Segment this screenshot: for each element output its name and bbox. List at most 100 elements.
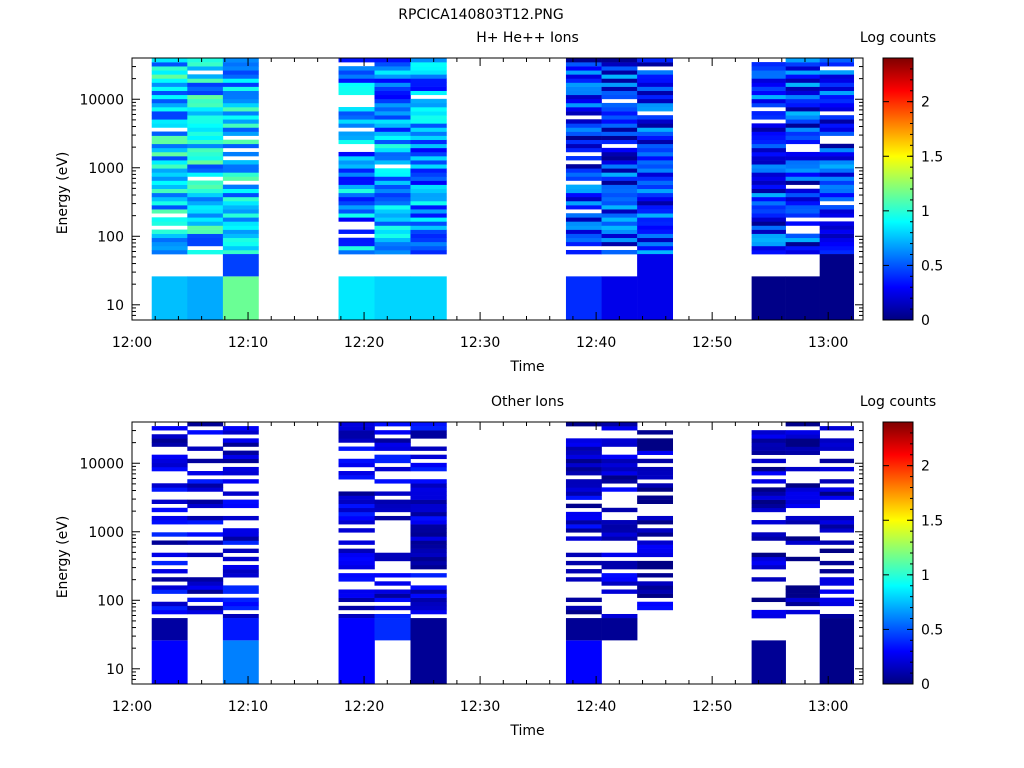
heatmap-cell — [565, 221, 602, 226]
heatmap-cell — [151, 86, 188, 91]
heatmap-cell — [151, 58, 188, 63]
heatmap-cell — [222, 160, 259, 165]
heatmap-cell — [338, 74, 375, 79]
heatmap-cell — [374, 221, 411, 226]
x-tick-label: 12:00 — [112, 335, 152, 351]
heatmap-cell — [819, 192, 855, 198]
heatmap-cell — [565, 58, 602, 63]
heatmap-cell — [637, 438, 674, 443]
heatmap-cell — [819, 479, 855, 484]
chart-title: H+ He++ Ions — [476, 30, 579, 46]
heatmap-cell — [338, 540, 375, 545]
heatmap-cell — [785, 430, 820, 435]
heatmap-cell — [151, 426, 188, 431]
heatmap-cell — [785, 520, 820, 525]
heatmap-cell — [751, 430, 786, 435]
heatmap-cell — [751, 90, 786, 96]
heatmap-cell — [151, 233, 188, 239]
panel-other-ions: 12:00 12:10 12:20 12:30 12:40 12:50 13:0010100… — [55, 394, 943, 739]
heatmap-cell — [187, 74, 224, 79]
heatmap-cell — [601, 458, 638, 464]
heatmap-cell — [187, 229, 224, 234]
heatmap-cell — [338, 564, 375, 570]
heatmap-cell — [819, 540, 855, 545]
heatmap-cell — [565, 135, 602, 140]
heatmap-cell — [565, 442, 602, 447]
heatmap-cell — [785, 115, 820, 120]
heatmap-cell — [819, 209, 855, 214]
heatmap-cell — [222, 466, 259, 472]
heatmap-cell — [338, 491, 375, 496]
heatmap-cell — [601, 454, 638, 460]
heatmap-cell — [819, 160, 855, 165]
heatmap-cell — [187, 123, 224, 128]
heatmap-cell — [785, 196, 820, 202]
heatmap-cell — [565, 123, 602, 128]
heatmap-cell — [637, 86, 674, 91]
heatmap-cell — [222, 82, 259, 87]
heatmap-cell — [785, 487, 820, 492]
heatmap-cell — [374, 237, 411, 243]
heatmap-cell — [601, 111, 638, 116]
heatmap-cell — [222, 213, 259, 218]
heatmap-cell — [751, 164, 786, 169]
heatmap-cell — [751, 434, 786, 439]
heatmap-cell — [819, 82, 855, 87]
heatmap-cell — [187, 151, 224, 157]
heatmap-cell — [785, 593, 820, 598]
heatmap-cell — [637, 442, 674, 447]
heatmap-cell — [601, 192, 638, 198]
heatmap-cell — [637, 225, 674, 230]
heatmap-cell — [410, 560, 447, 566]
heatmap-cell — [751, 536, 786, 541]
heatmap-cell — [338, 426, 375, 431]
heatmap-cell — [222, 564, 259, 570]
heatmap-cell — [338, 115, 375, 120]
heatmap-cell — [565, 249, 602, 255]
heatmap-cell — [338, 605, 375, 611]
heatmap-cell — [819, 245, 855, 251]
heatmap-cell — [222, 430, 259, 435]
heatmap-cell — [785, 601, 820, 607]
heatmap-cell — [222, 66, 259, 71]
heatmap-cell — [819, 426, 855, 431]
x-tick-label: 12:50 — [692, 699, 732, 715]
heatmap-cell — [751, 245, 786, 251]
heatmap-cell — [819, 70, 855, 75]
heatmap-cell — [338, 205, 375, 210]
heatmap-cell — [151, 94, 188, 100]
heatmap-cell — [819, 119, 855, 124]
heatmap-cell — [187, 147, 224, 153]
heatmap-cell — [187, 458, 224, 464]
heatmap-cell — [374, 115, 411, 120]
heatmap-cell — [374, 147, 411, 153]
heatmap-cell — [187, 160, 224, 165]
heatmap-cell — [785, 233, 820, 239]
heatmap-cell — [565, 520, 602, 525]
heatmap-cell — [565, 127, 602, 132]
heatmap-cell — [151, 205, 188, 210]
heatmap-cell — [785, 90, 820, 96]
heatmap-cell — [819, 131, 855, 136]
heatmap-cell — [151, 147, 188, 153]
heatmap-cell — [338, 499, 375, 504]
heatmap-cell — [410, 139, 447, 145]
heatmap-cell — [565, 90, 602, 96]
heatmap-cell — [410, 605, 447, 611]
heatmap-cell — [374, 200, 411, 206]
heatmap-cell — [338, 613, 375, 619]
x-tick-label: 12:30 — [460, 699, 500, 715]
heatmap-cell — [751, 241, 786, 247]
heatmap-cell — [410, 90, 447, 96]
heatmap-cell — [410, 249, 447, 255]
x-tick-label: 12:20 — [344, 699, 384, 715]
heatmap-cell — [338, 430, 375, 435]
heatmap-cell — [187, 180, 224, 185]
heatmap-cell — [338, 70, 375, 75]
heatmap-cell — [751, 123, 786, 128]
heatmap-cell — [601, 115, 638, 120]
heatmap-cell — [187, 581, 224, 586]
heatmap-cell — [151, 139, 188, 145]
heatmap-cell — [151, 70, 188, 75]
colorbar — [882, 57, 914, 321]
